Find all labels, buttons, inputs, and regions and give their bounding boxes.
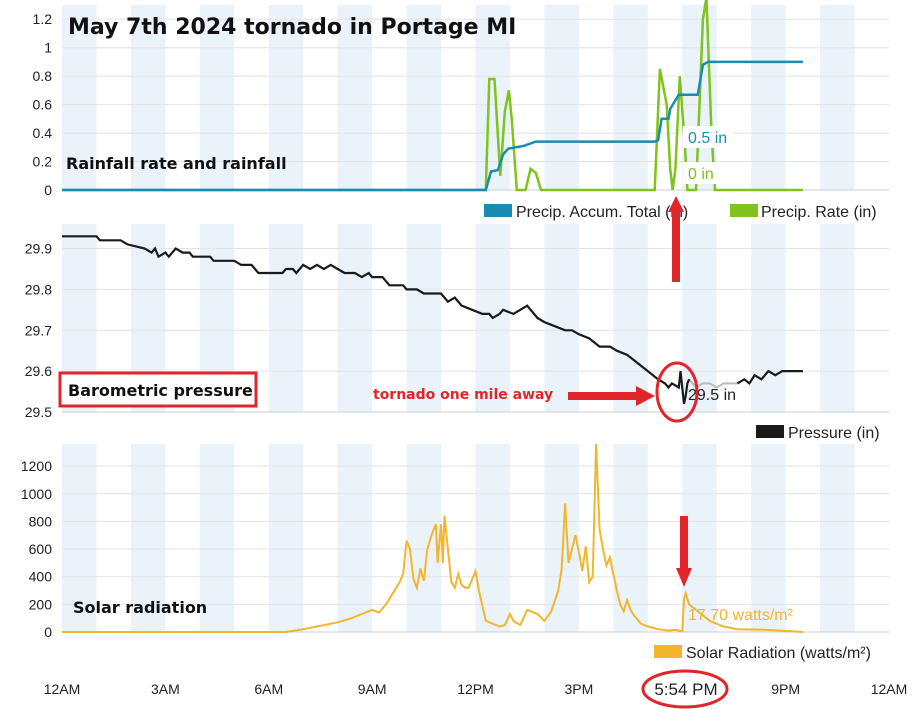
- y-tick-label: 29.8: [25, 281, 52, 297]
- time-band: [544, 224, 579, 412]
- legend-swatch-solar: [654, 645, 682, 658]
- y-tick-label: 0.6: [33, 97, 53, 113]
- solar-panel: 1200 1000 800 600 400 200 0 Solar radiation 17…: [21, 443, 889, 662]
- time-band: [268, 5, 304, 190]
- x-tick-label: 12AM: [871, 681, 908, 697]
- time-marker-label: 5:54 PM: [654, 680, 717, 699]
- time-band: [406, 224, 442, 412]
- legend-swatch-precip-rate: [730, 204, 758, 217]
- time-band: [613, 5, 648, 190]
- annotations: tornado one mile away: [373, 196, 699, 587]
- time-bands: [62, 224, 855, 412]
- y-tick-label: 1200: [21, 458, 52, 474]
- right-arrow-icon: [568, 386, 655, 406]
- time-band: [820, 5, 855, 190]
- y-tick-label: 0.2: [33, 154, 53, 170]
- time-band: [406, 5, 442, 190]
- y-tick-label: 29.9: [25, 241, 52, 257]
- time-band: [544, 444, 579, 632]
- time-band: [820, 224, 855, 412]
- total-value-label: 0.5 in: [688, 130, 727, 147]
- time-band: [337, 224, 373, 412]
- chart-title: May 7th 2024 tornado in Portage MI: [68, 15, 516, 40]
- precip-total-line: [62, 60, 803, 192]
- time-band: [62, 5, 97, 190]
- time-bands: [62, 5, 855, 190]
- y-axis-ticks: 1.2 1 0.8 0.6 0.4 0.2 0: [33, 11, 53, 198]
- legend-label-precip-rate: Precip. Rate (in): [761, 204, 877, 221]
- y-tick-label: 29.5: [25, 404, 52, 420]
- y-axis-ticks: 1200 1000 800 600 400 200 0: [21, 458, 52, 640]
- gridlines: [62, 248, 889, 413]
- rainfall-panel: 1.2 1 0.8 0.6 0.4 0.2 0 May 7th 2024 tornado i…: [33, 0, 889, 221]
- y-tick-label: 600: [29, 541, 53, 557]
- time-band: [751, 5, 786, 190]
- time-band: [268, 224, 304, 412]
- y-axis-ticks: 29.9 29.8 29.7 29.6 29.5: [25, 241, 52, 420]
- x-tick-label: 12PM: [457, 681, 494, 697]
- y-tick-label: 1: [44, 40, 52, 56]
- time-band: [337, 444, 373, 632]
- x-tick-label: 6AM: [254, 681, 283, 697]
- x-tick-label: 3PM: [564, 681, 593, 697]
- rate-value-bg: [683, 162, 717, 184]
- time-band: [130, 5, 166, 190]
- tornado-annotation: tornado one mile away: [373, 387, 553, 403]
- time-band: [199, 5, 235, 190]
- x-tick-label: 9AM: [358, 681, 387, 697]
- pressure-label-box: [58, 371, 258, 408]
- rainfall-panel-label: Rainfall rate and rainfall: [66, 154, 287, 173]
- legend-swatch-pressure: [756, 425, 784, 438]
- time-band: [337, 5, 373, 190]
- time-band: [130, 444, 166, 632]
- time-marker-circle: [641, 669, 729, 709]
- pressure-line: [62, 235, 691, 405]
- y-tick-label: 1.2: [33, 11, 53, 27]
- pressure-panel-label: Barometric pressure: [68, 381, 253, 400]
- y-tick-label: 0: [44, 624, 52, 640]
- time-band: [62, 444, 97, 632]
- total-value-bg: [683, 126, 733, 148]
- time-band: [544, 5, 579, 190]
- x-axis-ticks: 12AM 3AM 6AM 9AM 12PM 3PM 9PM 12AM: [44, 681, 908, 697]
- y-tick-label: 0.4: [33, 125, 53, 141]
- time-band: [268, 444, 304, 632]
- solar-line: [62, 443, 803, 633]
- y-tick-label: 29.7: [25, 322, 52, 338]
- time-band: [820, 444, 855, 632]
- time-band: [199, 444, 235, 632]
- x-tick-label: 3AM: [151, 681, 180, 697]
- time-band: [475, 444, 510, 632]
- legend-label-solar: Solar Radiation (watts/m²): [686, 645, 871, 662]
- up-arrow-icon: [668, 196, 684, 282]
- y-tick-label: 800: [29, 513, 53, 529]
- y-tick-label: 29.6: [25, 363, 52, 379]
- down-arrow-icon: [676, 516, 692, 587]
- time-band: [751, 444, 786, 632]
- gridlines: [62, 18, 889, 191]
- rate-value-label: 0 in: [688, 166, 714, 183]
- legend-label-precip-total: Precip. Accum. Total (in): [516, 204, 688, 221]
- time-band: [613, 224, 648, 412]
- y-tick-label: 1000: [21, 486, 52, 502]
- x-tick-label: 12AM: [44, 681, 81, 697]
- time-band: [613, 444, 648, 632]
- pressure-value-label: 29.5 in: [688, 387, 736, 404]
- time-band: [406, 444, 442, 632]
- x-tick-label: 9PM: [771, 681, 800, 697]
- time-band: [751, 224, 786, 412]
- y-tick-label: 0.8: [33, 68, 53, 84]
- tornado-circle: [655, 361, 699, 423]
- pressure-line-late: [736, 369, 803, 386]
- y-tick-label: 200: [29, 596, 53, 612]
- time-band: [475, 5, 510, 190]
- legend-swatch-precip-total: [484, 204, 512, 217]
- legend-label-pressure: Pressure (in): [788, 425, 880, 442]
- y-tick-label: 400: [29, 569, 53, 585]
- solar-value-label: 17.70 watts/m²: [688, 607, 794, 624]
- solar-panel-label: Solar radiation: [73, 598, 207, 617]
- pressure-panel: 29.9 29.8 29.7 29.6 29.5 Barometric pressure…: [25, 224, 889, 442]
- y-tick-label: 0: [44, 182, 52, 198]
